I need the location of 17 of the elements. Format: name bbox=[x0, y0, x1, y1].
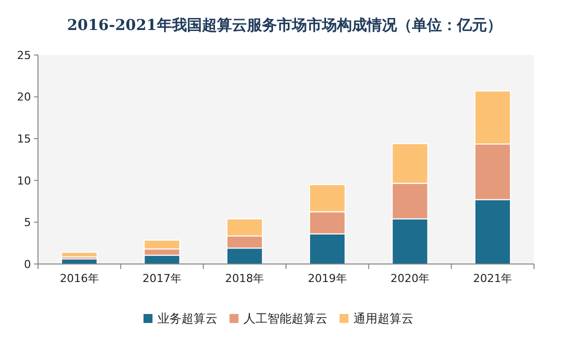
x-tick-label: 2020年 bbox=[390, 272, 430, 285]
legend-label: 通用超算云 bbox=[354, 312, 414, 326]
legend-label: 业务超算云 bbox=[158, 312, 218, 326]
bar bbox=[61, 252, 98, 258]
legend-label: 人工智能超算云 bbox=[244, 312, 328, 326]
chart-title: 2016-2021年我国超算云服务市场市场构成情况（单位：亿元） bbox=[67, 16, 502, 34]
y-tick-label: 0 bbox=[24, 258, 31, 271]
y-tick-label: 10 bbox=[17, 174, 31, 188]
y-tick-label: 25 bbox=[17, 48, 31, 62]
x-tick-label: 2017年 bbox=[142, 272, 182, 285]
x-tick-label: 2018年 bbox=[225, 272, 264, 285]
x-tick-label: 2019年 bbox=[308, 272, 347, 285]
y-tick-label: 20 bbox=[17, 90, 31, 104]
x-tick-label: 2016年 bbox=[60, 272, 99, 285]
x-tick-label: 2021年 bbox=[473, 272, 512, 285]
y-tick-label: 15 bbox=[17, 132, 31, 146]
y-tick-label: 5 bbox=[24, 216, 31, 230]
